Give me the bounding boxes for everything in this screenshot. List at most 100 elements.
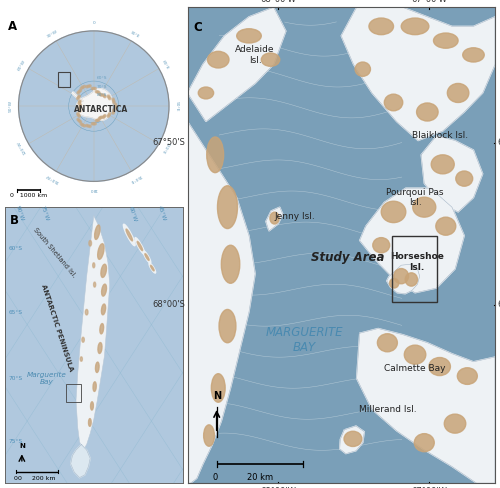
Ellipse shape (412, 197, 436, 217)
Text: 68°00'S: 68°00'S (498, 300, 500, 309)
Circle shape (114, 105, 116, 107)
Ellipse shape (88, 419, 91, 427)
Text: 60°S: 60°S (8, 246, 22, 251)
Circle shape (102, 116, 104, 119)
Ellipse shape (401, 18, 429, 35)
Ellipse shape (126, 229, 132, 241)
Circle shape (104, 115, 106, 117)
Circle shape (104, 96, 106, 98)
Ellipse shape (462, 48, 484, 62)
Circle shape (112, 98, 114, 101)
Ellipse shape (456, 171, 472, 186)
Circle shape (78, 120, 80, 122)
Text: 30°W: 30°W (46, 30, 58, 39)
Circle shape (107, 115, 110, 117)
Circle shape (100, 93, 102, 96)
Ellipse shape (80, 357, 82, 361)
Circle shape (114, 103, 116, 105)
Circle shape (113, 102, 115, 103)
Text: 120°E: 120°E (160, 141, 170, 154)
Text: 90°W: 90°W (14, 205, 24, 222)
Circle shape (92, 87, 95, 90)
Text: 67°50'S: 67°50'S (152, 139, 185, 147)
Circle shape (92, 122, 95, 125)
Text: A: A (8, 20, 17, 33)
Ellipse shape (137, 242, 142, 251)
Circle shape (78, 96, 80, 99)
Text: 75°S: 75°S (8, 439, 23, 444)
Ellipse shape (135, 238, 145, 254)
Circle shape (18, 31, 169, 182)
Text: Adelaide
Isl.: Adelaide Isl. (236, 45, 275, 64)
Circle shape (100, 117, 102, 119)
Text: C: C (193, 20, 202, 34)
Ellipse shape (344, 431, 362, 447)
Text: Calmette Bay: Calmette Bay (384, 365, 446, 373)
Polygon shape (72, 92, 84, 102)
Polygon shape (188, 7, 286, 122)
Ellipse shape (82, 337, 84, 342)
Circle shape (78, 101, 80, 103)
Circle shape (96, 120, 98, 122)
Ellipse shape (416, 103, 438, 121)
Text: ANTARCTICA: ANTARCTICA (74, 105, 128, 114)
Ellipse shape (381, 201, 406, 223)
Circle shape (98, 119, 100, 121)
Ellipse shape (262, 53, 280, 66)
Circle shape (108, 98, 111, 100)
Circle shape (98, 117, 100, 120)
Circle shape (78, 90, 80, 93)
Circle shape (76, 98, 79, 100)
Circle shape (80, 87, 82, 89)
Text: 67°50'S: 67°50'S (498, 139, 500, 147)
Ellipse shape (90, 402, 94, 410)
Circle shape (108, 114, 110, 116)
Circle shape (112, 100, 115, 102)
Text: Pourqoui Pas
Isl.: Pourqoui Pas Isl. (386, 188, 444, 207)
Polygon shape (76, 88, 112, 121)
Circle shape (91, 122, 94, 125)
Ellipse shape (206, 137, 224, 173)
Polygon shape (266, 207, 283, 231)
Text: Millerand Isl.: Millerand Isl. (358, 405, 416, 414)
Circle shape (114, 107, 116, 109)
Circle shape (84, 125, 86, 127)
Ellipse shape (102, 284, 106, 296)
Text: MARGUERITE
BAY: MARGUERITE BAY (266, 326, 343, 354)
Circle shape (88, 125, 90, 127)
Ellipse shape (150, 265, 154, 271)
Ellipse shape (384, 94, 403, 111)
Ellipse shape (373, 238, 390, 253)
Text: 80°S: 80°S (97, 93, 108, 97)
Circle shape (78, 114, 80, 116)
Text: B: B (10, 214, 18, 227)
Circle shape (112, 112, 114, 114)
Polygon shape (188, 122, 255, 483)
Polygon shape (70, 445, 90, 478)
Ellipse shape (405, 273, 417, 286)
Ellipse shape (94, 282, 96, 287)
Ellipse shape (98, 343, 102, 353)
Text: 180: 180 (90, 187, 98, 191)
Text: 90°W: 90°W (9, 100, 13, 112)
Circle shape (80, 89, 82, 92)
Text: 30°E: 30°E (130, 30, 140, 39)
Text: ANTARCTIC PENINSULA: ANTARCTIC PENINSULA (40, 283, 74, 372)
Ellipse shape (355, 62, 370, 76)
Circle shape (100, 94, 102, 96)
Circle shape (79, 100, 81, 102)
Text: N: N (212, 391, 221, 401)
Circle shape (79, 110, 81, 112)
Circle shape (96, 119, 98, 122)
Ellipse shape (458, 368, 477, 385)
Text: Blaiklock Isl.: Blaiklock Isl. (412, 131, 468, 140)
Circle shape (98, 93, 100, 95)
Circle shape (78, 95, 80, 97)
Text: 70°S: 70°S (8, 376, 23, 381)
Circle shape (103, 95, 106, 97)
Text: Jenny Isl.: Jenny Isl. (275, 212, 316, 221)
Circle shape (102, 94, 104, 96)
Polygon shape (356, 328, 495, 483)
Text: 0     200 km: 0 200 km (18, 476, 56, 481)
Text: 68°00'S: 68°00'S (152, 300, 185, 309)
